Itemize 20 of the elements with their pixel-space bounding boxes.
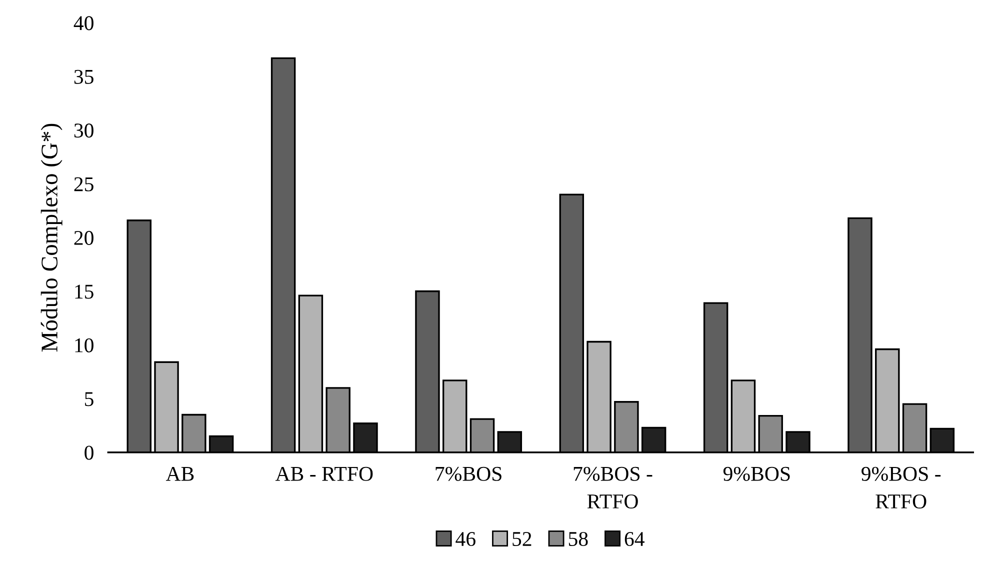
x-tick-label: 9%BOS	[723, 466, 790, 481]
x-tick-label: 9%BOS - RTFO	[862, 466, 941, 508]
legend-label: 58	[568, 532, 588, 546]
legend-label: 52	[512, 532, 532, 546]
y-tick-label: 40	[74, 16, 94, 30]
x-tick-label: AB - RTFO	[275, 466, 373, 481]
legend-label: 64	[624, 532, 644, 546]
y-tick-label: 35	[74, 70, 94, 84]
x-tick-label: AB	[166, 466, 194, 481]
y-tick-label: 30	[74, 124, 94, 138]
y-tick-label: 25	[74, 177, 94, 192]
y-tick-label: 0	[84, 446, 94, 460]
y-tick-label: 5	[85, 392, 94, 406]
y-tick-label: 20	[74, 230, 94, 245]
x-tick-label: 7%BOS - RTFO	[574, 466, 652, 508]
x-tick-label: 7%BOS	[436, 466, 502, 481]
y-tick-label: 10	[75, 338, 94, 352]
y-axis-title: Módulo Complexo (G*)	[40, 124, 62, 352]
legend-label: 46	[456, 532, 476, 546]
y-tick-label: 15	[75, 284, 94, 299]
